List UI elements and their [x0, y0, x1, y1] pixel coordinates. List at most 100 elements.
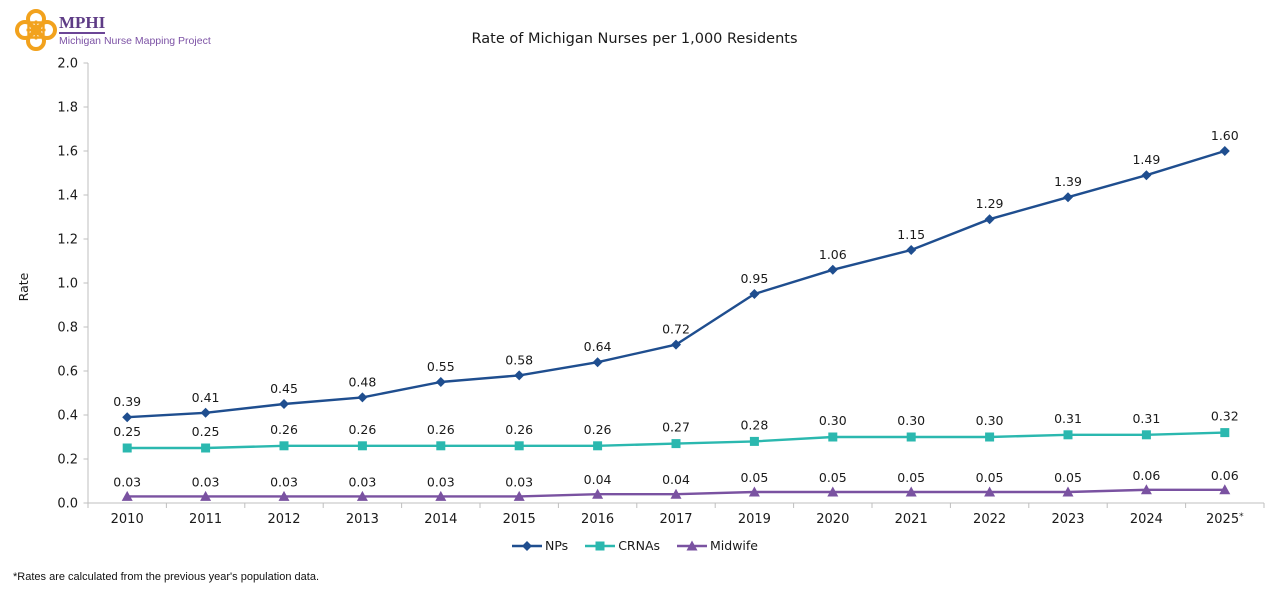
x-tick-label: 2010 — [111, 512, 144, 527]
diamond-legend-marker-icon — [512, 540, 542, 551]
data-point-label: 0.04 — [662, 472, 690, 487]
data-point-label: 1.06 — [819, 247, 847, 262]
data-point-marker — [357, 441, 367, 451]
data-point-marker — [984, 486, 996, 497]
data-point-label: 0.45 — [270, 381, 298, 396]
data-point-label: 0.30 — [976, 413, 1004, 428]
footnote-text: *Rates are calculated from the previous … — [13, 571, 319, 583]
data-point-label: 0.04 — [584, 472, 612, 487]
data-point-label: 0.95 — [740, 271, 768, 286]
data-point-label: 0.31 — [1054, 411, 1082, 426]
data-point-label: 0.03 — [270, 474, 298, 489]
data-point-marker — [1141, 170, 1152, 181]
y-tick-label: 0.0 — [57, 497, 78, 512]
data-point-label: 0.41 — [192, 390, 220, 405]
data-point-label: 1.29 — [976, 196, 1004, 211]
data-point-label: 0.58 — [505, 352, 533, 367]
data-point-marker — [906, 432, 916, 442]
data-point-label: 0.26 — [505, 422, 533, 437]
mphi-knot-icon — [15, 9, 57, 51]
x-tick-label: 2015 — [503, 512, 536, 527]
data-point-label: 0.03 — [348, 474, 376, 489]
legend-item-crnas: CRNAs — [584, 538, 660, 553]
data-point-marker — [514, 441, 524, 451]
data-point-label: 0.06 — [1211, 468, 1239, 483]
data-point-marker — [1063, 430, 1073, 440]
data-point-marker — [827, 486, 839, 497]
data-point-marker — [749, 289, 760, 299]
data-point-marker — [592, 357, 603, 368]
data-point-label: 0.26 — [427, 422, 455, 437]
y-tick-label: 0.8 — [57, 321, 78, 336]
data-point-label: 1.49 — [1132, 152, 1160, 167]
data-point-marker — [671, 439, 681, 449]
x-tick-label: 2013 — [346, 512, 379, 527]
chart-legend: NPs CRNAs Midwife — [0, 538, 1269, 553]
data-point-label: 0.25 — [192, 424, 220, 439]
y-tick-label: 0.6 — [57, 365, 78, 380]
y-tick-label: 1.4 — [57, 189, 78, 204]
data-point-label: 0.64 — [584, 339, 612, 354]
data-point-marker — [906, 245, 917, 255]
y-tick-label: 1.8 — [57, 101, 78, 116]
x-tick-label: 2019 — [738, 512, 771, 527]
data-point-label: 0.32 — [1211, 409, 1239, 424]
x-tick-label: 2023 — [1051, 512, 1084, 527]
y-tick-label: 1.0 — [57, 277, 78, 292]
data-point-label: 0.26 — [270, 422, 298, 437]
data-point-label: 0.03 — [427, 474, 455, 489]
x-tick-label: 2022 — [973, 512, 1006, 527]
data-point-marker — [749, 436, 759, 446]
data-point-marker — [1141, 430, 1151, 440]
data-point-marker — [748, 486, 760, 497]
data-point-marker — [1219, 146, 1230, 156]
data-point-marker — [122, 443, 132, 453]
data-point-marker — [1219, 484, 1231, 495]
data-point-marker — [122, 412, 133, 423]
data-point-marker — [985, 432, 995, 442]
data-point-label: 0.25 — [113, 424, 141, 439]
legend-label: NPs — [545, 538, 569, 553]
legend-item-midwife: Midwife — [676, 538, 758, 553]
data-point-marker — [436, 441, 446, 451]
data-point-marker — [593, 441, 603, 451]
legend-label: Midwife — [710, 538, 758, 553]
data-point-label: 1.60 — [1211, 128, 1239, 143]
data-point-label: 0.03 — [192, 474, 220, 489]
data-point-marker — [357, 392, 368, 403]
data-point-label: 1.39 — [1054, 174, 1082, 189]
x-tick-label: 2020 — [816, 512, 849, 527]
y-tick-label: 1.2 — [57, 233, 78, 248]
data-point-marker — [671, 339, 681, 350]
data-point-marker — [828, 432, 838, 442]
data-point-marker — [1140, 484, 1152, 495]
data-point-label: 0.48 — [348, 374, 376, 389]
triangle-legend-marker-icon — [677, 540, 708, 550]
data-point-marker — [201, 443, 211, 453]
data-point-label: 0.28 — [740, 417, 768, 432]
data-point-label: 0.30 — [819, 413, 847, 428]
chart-title: Rate of Michigan Nurses per 1,000 Reside… — [471, 31, 798, 47]
data-point-label: 0.72 — [662, 322, 690, 337]
data-point-marker — [592, 488, 604, 499]
data-point-label: 0.03 — [505, 474, 533, 489]
data-point-label: 0.06 — [1132, 468, 1160, 483]
data-point-label: 0.05 — [976, 470, 1004, 485]
data-point-label: 0.30 — [897, 413, 925, 428]
data-point-label: 0.05 — [819, 470, 847, 485]
x-tick-label: 2025* — [1206, 512, 1244, 527]
data-point-label: 0.39 — [113, 394, 141, 409]
data-point-label: 1.15 — [897, 227, 925, 242]
data-point-marker — [827, 264, 838, 275]
data-point-marker — [984, 214, 995, 225]
x-tick-label: 2016 — [581, 512, 614, 527]
y-tick-label: 0.2 — [57, 453, 78, 468]
data-point-marker — [278, 490, 290, 501]
data-point-marker — [200, 490, 212, 501]
x-tick-label: 2011 — [189, 512, 222, 527]
legend-label: CRNAs — [618, 538, 661, 553]
data-point-label: 0.26 — [584, 422, 612, 437]
data-point-label: 0.05 — [1054, 470, 1082, 485]
data-point-marker — [279, 441, 289, 451]
